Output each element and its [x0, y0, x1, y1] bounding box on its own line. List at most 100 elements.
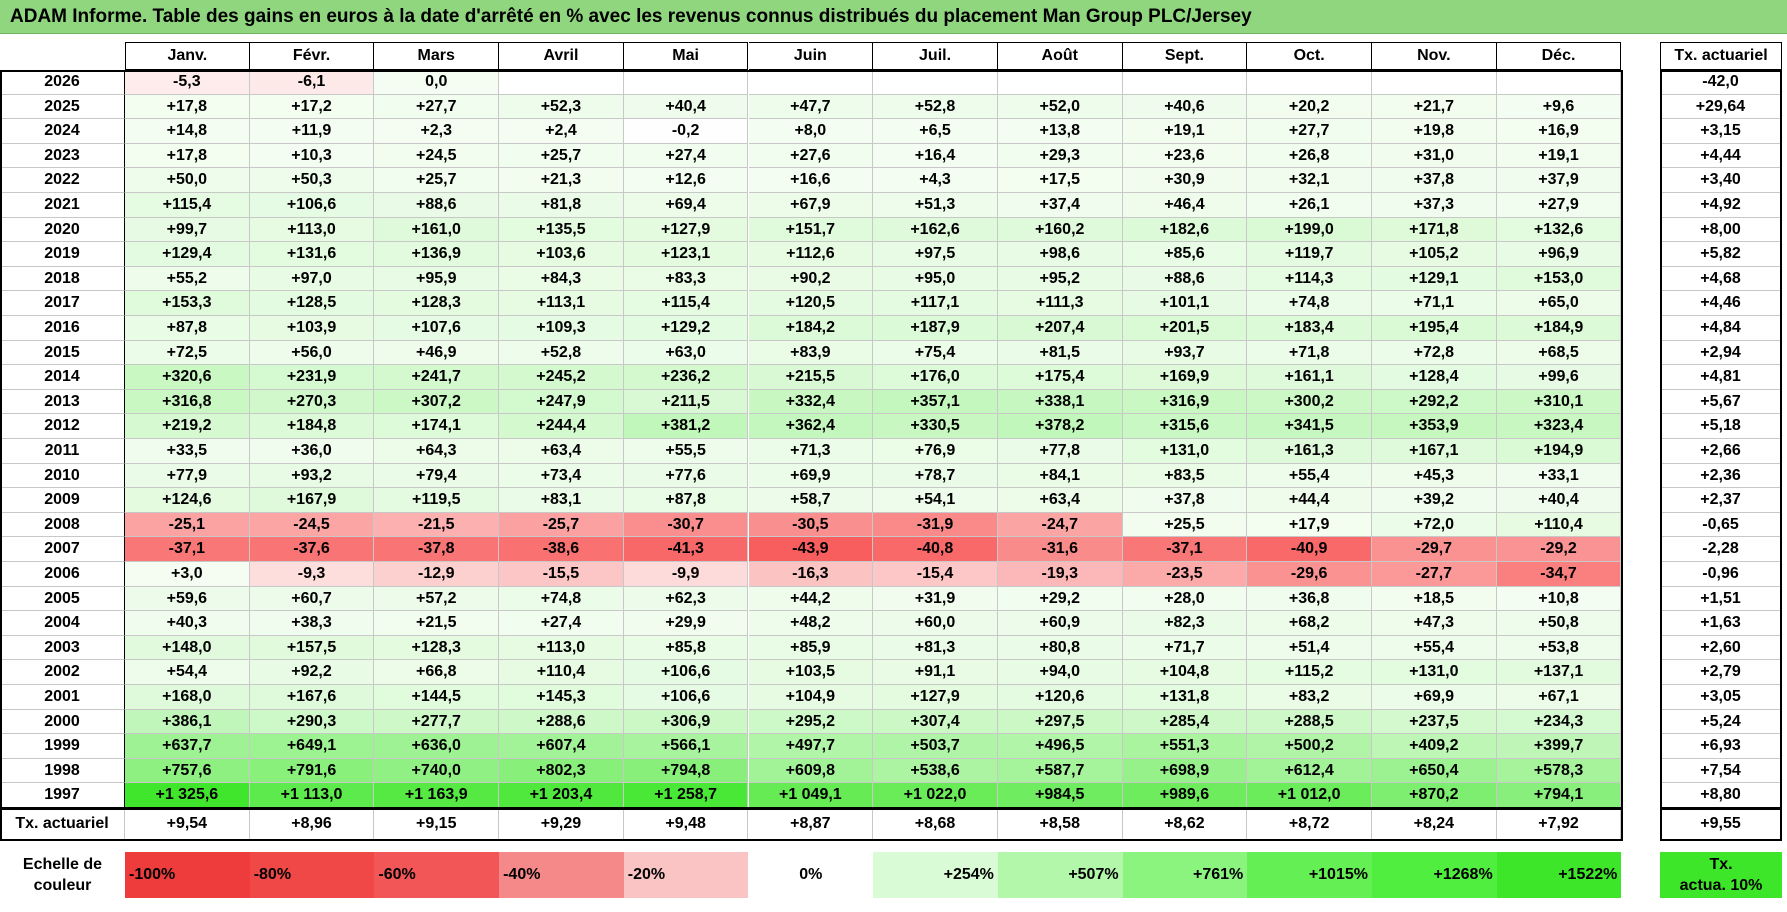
- heatmap-cell: +96,9: [1496, 242, 1622, 267]
- heatmap-cell: +26,8: [1247, 143, 1372, 169]
- heatmap-cell: +135,5: [499, 217, 624, 243]
- heatmap-cell: +16,4: [873, 143, 998, 169]
- heatmap-cell: -25,7: [499, 512, 624, 538]
- page-title: ADAM Informe. Table des gains en euros à…: [10, 6, 1252, 27]
- heatmap-cell: +219,2: [125, 414, 250, 439]
- heatmap-cell: +184,8: [249, 414, 375, 439]
- heatmap-cell: +9,6: [1496, 94, 1622, 120]
- heatmap-cell: +31,9: [873, 586, 998, 612]
- year-label: 2020: [0, 217, 125, 243]
- tx-actuariel-value: +1,63: [1660, 611, 1782, 636]
- heatmap-cell: +37,3: [1372, 193, 1497, 218]
- footer-tx-value: +8,96: [249, 808, 375, 840]
- heatmap-cell: -41,3: [623, 537, 749, 562]
- heatmap-cell: +129,4: [125, 242, 250, 267]
- heatmap-cell: +93,7: [1122, 340, 1248, 366]
- heatmap-cell: +17,2: [249, 94, 375, 120]
- tx-actuariel-value: -0,65: [1660, 512, 1782, 538]
- heatmap-cell: +566,1: [623, 734, 749, 759]
- color-scale-label-line2: couleur: [33, 877, 92, 894]
- footer-tx-value: +7,92: [1496, 808, 1622, 840]
- heatmap-cell: +168,0: [125, 685, 250, 710]
- heatmap-cell: +30,9: [1122, 168, 1248, 193]
- heatmap-cell: -37,1: [1122, 537, 1248, 562]
- year-label: 2013: [0, 389, 125, 415]
- heatmap-cell: +91,1: [873, 660, 998, 685]
- heatmap-cell: +984,5: [997, 783, 1123, 808]
- heatmap-cell: +85,9: [748, 635, 874, 661]
- heatmap-cell: +85,6: [1122, 242, 1248, 267]
- heatmap-cell: +103,9: [249, 316, 375, 341]
- heatmap-cell: +112,6: [748, 242, 874, 267]
- heatmap-cell: +740,0: [374, 758, 500, 784]
- heatmap-cell: +244,4: [499, 414, 624, 439]
- footer-label: Tx. actuariel: [0, 808, 125, 840]
- heatmap-cell: +58,7: [748, 488, 874, 513]
- color-scale-step: +254%: [873, 852, 998, 898]
- heatmap-cell: +131,8: [1122, 685, 1248, 710]
- year-label: 2016: [0, 316, 125, 341]
- heatmap-cell: -29,6: [1247, 562, 1372, 587]
- heatmap-cell: +341,5: [1247, 414, 1372, 439]
- heatmap-cell: +211,5: [623, 389, 749, 415]
- footer-tx-value: +9,48: [623, 808, 749, 840]
- heatmap-cell: +75,4: [873, 340, 998, 366]
- heatmap-cell: +40,6: [1122, 94, 1248, 120]
- heatmap-cell: +234,3: [1496, 709, 1622, 735]
- heatmap-cell: +66,8: [374, 660, 500, 685]
- heatmap-cell: +109,3: [499, 316, 624, 341]
- heatmap-cell: +1 049,1: [748, 783, 874, 808]
- heatmap-cell: +167,1: [1372, 439, 1497, 464]
- heatmap-cell: +83,3: [623, 266, 749, 292]
- heatmap-cell: +117,1: [873, 291, 998, 316]
- tx-actuariel-value: +5,18: [1660, 414, 1782, 439]
- year-label: 2025: [0, 94, 125, 120]
- heatmap-cell: [623, 70, 749, 95]
- heatmap-cell: +127,9: [873, 685, 998, 710]
- tx-actuariel-value: +4,46: [1660, 291, 1782, 316]
- month-header: Nov.: [1372, 42, 1497, 70]
- heatmap-cell: +113,0: [249, 217, 375, 243]
- footer-tx-value: +9,54: [125, 808, 250, 840]
- heatmap-cell: +63,0: [623, 340, 749, 366]
- heatmap-cell: +80,8: [997, 635, 1123, 661]
- heatmap-cell: +153,3: [125, 291, 250, 316]
- heatmap-cell: +111,3: [997, 291, 1123, 316]
- year-label: 2017: [0, 291, 125, 316]
- heatmap-cell: +48,2: [748, 611, 874, 636]
- year-label: 2019: [0, 242, 125, 267]
- footer-tx-value: +8,72: [1247, 808, 1372, 840]
- heatmap-cell: +288,6: [499, 709, 624, 735]
- heatmap-cell: -43,9: [748, 537, 874, 562]
- heatmap-cell: +288,5: [1247, 709, 1372, 735]
- heatmap-cell: +94,0: [997, 660, 1123, 685]
- heatmap-cell: +62,3: [623, 586, 749, 612]
- heatmap-cell: [1496, 70, 1622, 95]
- heatmap-cell: +757,6: [125, 758, 250, 784]
- heatmap-cell: +989,6: [1122, 783, 1248, 808]
- heatmap-cell: +307,2: [374, 389, 500, 415]
- heatmap-cell: +24,5: [374, 143, 500, 169]
- heatmap-cell: +33,1: [1496, 463, 1622, 489]
- year-label: 2007: [0, 537, 125, 562]
- heatmap-cell: +40,4: [1496, 488, 1622, 513]
- year-label: 2009: [0, 488, 125, 513]
- heatmap-cell: [997, 70, 1123, 95]
- heatmap-cell: +37,9: [1496, 168, 1622, 193]
- heatmap-cell: +357,1: [873, 389, 998, 415]
- heatmap-cell: +55,4: [1372, 635, 1497, 661]
- heatmap-cell: -24,5: [249, 512, 375, 538]
- heatmap-cell: +40,3: [125, 611, 250, 636]
- heatmap-cell: +27,7: [1247, 119, 1372, 144]
- heatmap-cell: +300,2: [1247, 389, 1372, 415]
- heatmap-cell: +2,3: [374, 119, 500, 144]
- heatmap-cell: +93,2: [249, 463, 375, 489]
- heatmap-cell: +129,2: [623, 316, 749, 341]
- heatmap-cell: +137,1: [1496, 660, 1622, 685]
- year-label: 2023: [0, 143, 125, 169]
- heatmap-cell: +12,6: [623, 168, 749, 193]
- heatmap-cell: +106,6: [249, 193, 375, 218]
- tx-actua-swatch: Tx. actua. 10%: [1660, 852, 1782, 898]
- heatmap-cell: +236,2: [623, 365, 749, 390]
- heatmap-cell: +199,0: [1247, 217, 1372, 243]
